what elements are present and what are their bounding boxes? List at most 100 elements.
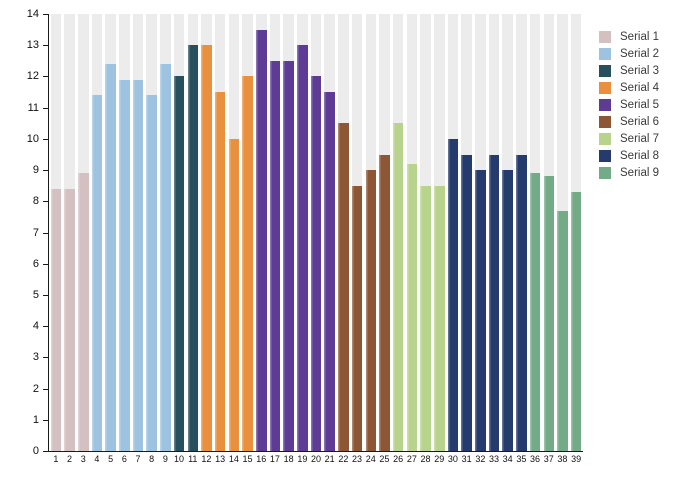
x-axis-label: 29 [434, 454, 445, 464]
bar[interactable] [488, 154, 500, 451]
bar[interactable] [557, 210, 568, 451]
legend-swatch-icon [599, 31, 611, 43]
legend-item[interactable]: Serial 3 [599, 65, 659, 77]
legend-item[interactable]: Serial 1 [599, 31, 659, 43]
legend-item[interactable]: Serial 7 [599, 133, 659, 145]
x-axis-label: 2 [67, 454, 73, 464]
legend-swatch-icon [599, 65, 611, 77]
bar[interactable] [91, 95, 103, 451]
bar[interactable] [283, 60, 294, 451]
x-axis-label: 19 [297, 454, 308, 464]
x-axis-label: 1 [53, 454, 59, 464]
y-axis-tick [43, 107, 48, 109]
x-axis-label: 28 [420, 454, 431, 464]
bar[interactable] [50, 188, 62, 451]
legend-item[interactable]: Serial 6 [599, 116, 659, 128]
bar[interactable] [406, 163, 418, 451]
bar[interactable] [160, 63, 171, 451]
bar[interactable] [310, 76, 322, 451]
bar[interactable] [543, 176, 554, 451]
legend-item[interactable]: Serial 9 [599, 167, 659, 179]
y-axis-label: 4 [32, 320, 39, 333]
legend-label: Serial 5 [620, 99, 659, 111]
legend-item[interactable]: Serial 4 [599, 82, 659, 94]
bar[interactable] [105, 63, 116, 451]
legend-swatch-icon [599, 99, 611, 111]
bar[interactable] [516, 154, 527, 451]
y-axis-tick [43, 357, 48, 359]
x-axis-label: 23 [352, 454, 363, 464]
legend-swatch-icon [599, 82, 611, 94]
y-axis-label: 3 [32, 351, 39, 364]
y-axis-tick [43, 45, 48, 47]
x-axis-label: 18 [283, 454, 294, 464]
bar[interactable] [214, 92, 226, 451]
legend-label: Serial 3 [620, 65, 659, 77]
x-axis-label: 13 [215, 454, 226, 464]
bar[interactable] [570, 191, 582, 451]
legend-label: Serial 1 [620, 31, 659, 43]
bar[interactable] [119, 79, 130, 451]
x-axis-label: 16 [256, 454, 267, 464]
bar[interactable] [447, 138, 459, 451]
x-axis-label: 36 [530, 454, 541, 464]
legend-swatch-icon [599, 133, 611, 145]
x-axis-label: 35 [516, 454, 527, 464]
y-axis-label: 9 [32, 164, 39, 177]
bar[interactable] [228, 138, 240, 451]
x-axis-line [48, 451, 583, 452]
x-axis-label: 39 [571, 454, 582, 464]
bar[interactable] [78, 173, 89, 451]
bar[interactable] [365, 170, 376, 451]
x-axis-label: 12 [201, 454, 212, 464]
y-axis-label: 8 [32, 195, 39, 208]
bar[interactable] [529, 173, 541, 451]
bar[interactable] [338, 123, 349, 452]
x-axis-label: 21 [324, 454, 335, 464]
bar[interactable] [475, 170, 486, 451]
x-axis-label: 24 [365, 454, 376, 464]
bar[interactable] [351, 185, 363, 451]
y-axis-tick [43, 451, 48, 452]
legend-item[interactable]: Serial 2 [599, 48, 659, 60]
bar[interactable] [132, 79, 144, 451]
bar[interactable] [297, 45, 308, 451]
bar[interactable] [420, 185, 431, 451]
y-axis-tick [43, 232, 48, 234]
y-axis-tick [43, 170, 48, 172]
y-axis-label: 14 [26, 8, 39, 20]
x-axis-label: 31 [461, 454, 472, 464]
y-axis-label: 6 [32, 257, 39, 270]
bar[interactable] [173, 76, 185, 451]
y-axis-tick [43, 138, 48, 140]
y-axis-label: 0 [32, 445, 39, 457]
bar[interactable] [392, 123, 404, 452]
bar[interactable] [324, 92, 335, 451]
bar[interactable] [502, 170, 513, 451]
x-axis-label: 22 [338, 454, 349, 464]
y-axis-label: 2 [32, 382, 39, 395]
bar[interactable] [64, 188, 75, 451]
x-axis-label: 26 [393, 454, 404, 464]
bar[interactable] [379, 154, 390, 451]
x-axis-label: 11 [188, 454, 198, 464]
bar[interactable] [256, 29, 267, 451]
y-axis-line [48, 14, 49, 452]
legend-label: Serial 8 [620, 150, 659, 162]
x-axis-label: 15 [242, 454, 253, 464]
legend-item[interactable]: Serial 5 [599, 99, 659, 111]
legend-label: Serial 4 [620, 82, 659, 94]
x-axis-label: 3 [80, 454, 86, 464]
bar[interactable] [461, 154, 472, 451]
bar[interactable] [201, 45, 212, 451]
legend-swatch-icon [599, 116, 611, 128]
bar[interactable] [242, 76, 253, 451]
bar[interactable] [434, 185, 445, 451]
legend-item[interactable]: Serial 8 [599, 150, 659, 162]
bar[interactable] [146, 95, 157, 451]
x-axis-label: 25 [379, 454, 390, 464]
legend-label: Serial 7 [620, 133, 659, 145]
bar[interactable] [187, 45, 198, 451]
x-axis-label: 4 [94, 454, 100, 464]
bar[interactable] [269, 60, 281, 451]
